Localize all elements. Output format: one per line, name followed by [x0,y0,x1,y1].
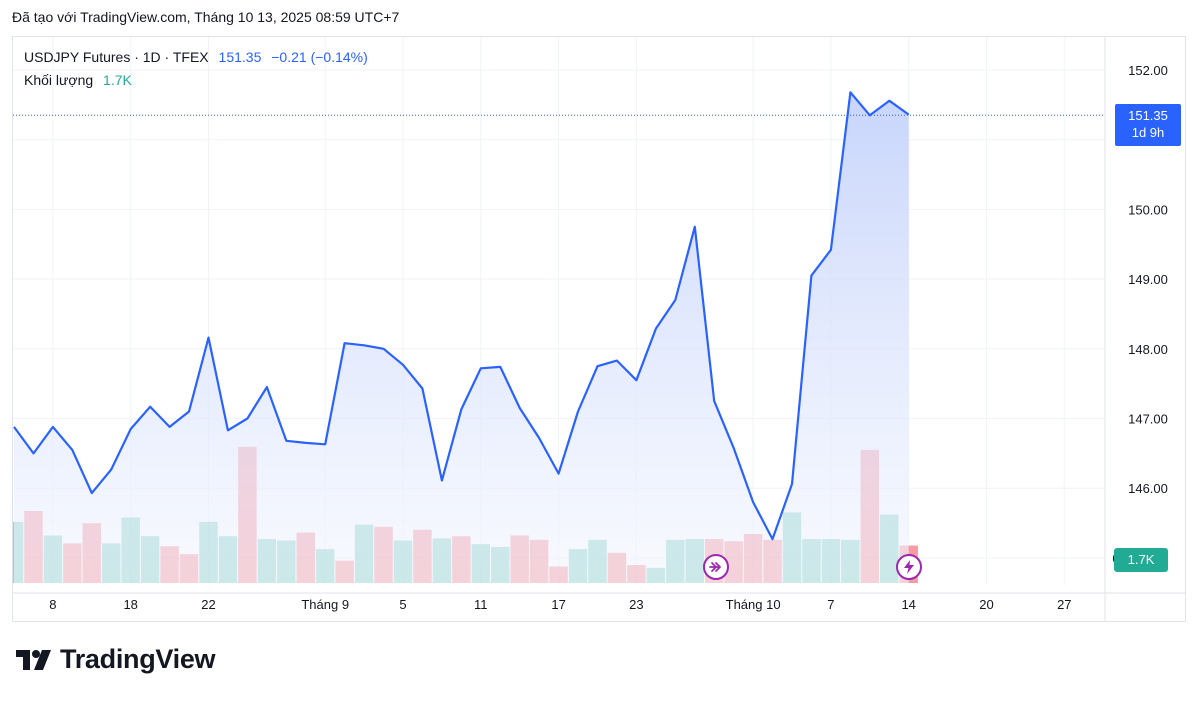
price-point [129,428,132,431]
legend: USDJPY Futures · 1D · TFEX 151.35 −0.21 … [24,48,368,94]
x-axis[interactable]: 8 18 22 Tháng 9 5 11 17 23 Tháng 10 7 14 20 27 [49,597,1071,612]
price-point [518,407,521,410]
dividend-arrow-icon[interactable] [703,554,729,580]
price-point [557,472,560,475]
price-point [421,387,424,390]
x-tick-label: Tháng 9 [301,597,349,612]
price-point [441,479,444,482]
price-point [343,342,346,345]
price-point [285,439,288,442]
price-point [674,299,677,302]
tradingview-logo-icon [16,649,51,670]
y-tick-label: 152.00 [1128,63,1168,78]
legend-price: 151.35 [218,49,262,65]
price-point [363,344,366,347]
legend-change: −0.21 (−0.14%) [271,49,368,65]
price-point [499,366,502,369]
price-point [382,347,385,350]
price-point [402,363,405,366]
x-tick-label: 5 [399,597,406,612]
x-tick-label: 22 [201,597,215,612]
y-tick-label: 147.00 [1128,412,1168,427]
chart-frame[interactable] [12,36,1186,622]
price-point [810,274,813,277]
price-line[interactable] [13,91,910,541]
x-tick-label: 23 [629,597,643,612]
price-point [538,437,541,440]
price-point [71,448,74,451]
price-point [888,99,891,102]
x-tick-label: 14 [901,597,915,612]
price-point [90,492,93,495]
y-tick-label: 148.00 [1128,342,1168,357]
legend-volume-value: 1.7K [103,72,132,88]
last-price-badge: 151.35 1d 9h [1115,104,1181,146]
y-tick-label: 149.00 [1128,272,1168,287]
price-point [227,429,230,432]
price-point [791,483,794,486]
price-point [830,248,833,251]
price-point [188,410,191,413]
price-point [32,452,35,455]
logo-text: TradingView [60,644,216,674]
price-point [577,410,580,413]
legend-symbol-row[interactable]: USDJPY Futures · 1D · TFEX 151.35 −0.21 … [24,48,368,71]
price-area [13,91,910,584]
x-tick-label: 11 [474,597,488,612]
price-point [479,367,482,370]
legend-volume-row[interactable]: Khối lượng 1.7K [24,71,368,94]
x-tick-label: 17 [551,597,565,612]
price-point [304,441,307,444]
price-point [324,443,327,446]
y-tick-label: 146.00 [1128,481,1168,496]
price-point [149,405,152,408]
price-point [713,400,716,403]
price-point [732,446,735,449]
bar-countdown: 1d 9h [1131,125,1165,140]
x-tick-label: 20 [979,597,993,612]
x-tick-label: 18 [123,597,137,612]
price-point [460,408,463,411]
price-point [654,327,657,330]
price-point [265,386,268,389]
price-point [616,359,619,362]
x-tick-label: 8 [49,597,56,612]
price-point [207,336,210,339]
legend-volume-label: Khối lượng [24,72,94,88]
price-point [596,365,599,368]
chart-header: Đã tạo với TradingView.com, Tháng 10 13,… [12,9,400,25]
price-point [693,225,696,228]
lightning-icon[interactable] [896,554,922,580]
tradingview-logo[interactable]: TradingView [16,644,216,675]
price-point [635,379,638,382]
y-tick-label: 150.00 [1128,202,1168,217]
price-point [752,501,755,504]
price-point [13,425,16,428]
price-point [246,417,249,420]
x-tick-label: 7 [827,597,834,612]
volume-badge: 1.7K [1114,548,1168,572]
price-area-fill [14,92,909,584]
price-point [52,425,55,428]
price-point [771,538,774,541]
price-point [168,425,171,428]
price-point [849,91,852,94]
x-tick-label: Tháng 10 [726,597,781,612]
x-tick-label: 27 [1057,597,1071,612]
last-price-value: 151.35 [1128,108,1168,123]
price-point [110,468,113,471]
legend-symbol: USDJPY Futures · 1D · TFEX [24,49,209,65]
